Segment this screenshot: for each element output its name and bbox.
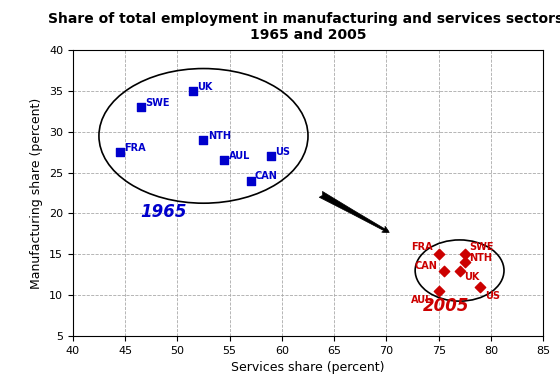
Point <box>455 267 464 274</box>
Point <box>189 88 198 94</box>
Y-axis label: Manufacturing share (percent): Manufacturing share (percent) <box>30 97 43 289</box>
Text: 2005: 2005 <box>423 297 469 315</box>
Text: AUL: AUL <box>411 295 432 305</box>
Text: US: US <box>276 147 291 157</box>
Text: SWE: SWE <box>145 98 170 108</box>
Title: Share of total employment in manufacturing and services sectors,
1965 and 2005: Share of total employment in manufacturi… <box>48 12 560 42</box>
Text: UK: UK <box>197 81 213 91</box>
Point <box>246 178 255 184</box>
Point <box>267 153 276 159</box>
Point <box>440 267 449 274</box>
X-axis label: Services share (percent): Services share (percent) <box>231 361 385 374</box>
Text: CAN: CAN <box>255 171 278 181</box>
Text: NTH: NTH <box>469 253 492 263</box>
Text: NTH: NTH <box>208 130 231 141</box>
Point <box>460 251 469 257</box>
Point <box>199 137 208 143</box>
Text: SWE: SWE <box>469 242 493 252</box>
Text: US: US <box>484 291 500 301</box>
Point <box>434 251 443 257</box>
Text: FRA: FRA <box>124 143 146 153</box>
Point <box>136 104 145 110</box>
Text: FRA: FRA <box>411 242 432 252</box>
Text: AUL: AUL <box>228 151 250 161</box>
Point <box>460 259 469 266</box>
Text: UK: UK <box>464 272 479 282</box>
Point <box>115 149 124 155</box>
Point <box>434 288 443 294</box>
Text: 1965: 1965 <box>141 203 187 222</box>
Text: CAN: CAN <box>415 261 437 271</box>
Point <box>220 157 229 163</box>
Point <box>476 284 485 290</box>
